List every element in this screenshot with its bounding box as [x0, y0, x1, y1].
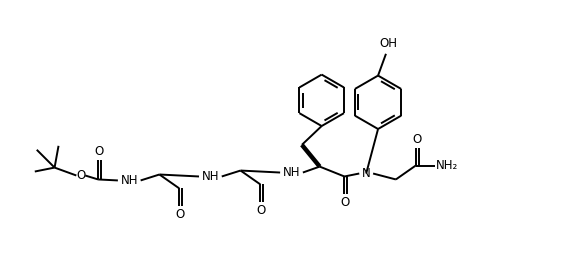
Text: O: O — [176, 208, 185, 221]
Text: O: O — [412, 133, 421, 146]
Text: NH: NH — [121, 174, 139, 187]
Text: NH: NH — [202, 170, 219, 183]
Text: O: O — [94, 145, 104, 158]
Text: NH: NH — [283, 166, 301, 179]
Text: O: O — [257, 204, 266, 217]
Text: O: O — [77, 169, 86, 182]
Text: N: N — [362, 167, 371, 180]
Text: OH: OH — [379, 37, 397, 50]
Text: O: O — [341, 196, 350, 209]
Text: NH₂: NH₂ — [436, 159, 459, 172]
